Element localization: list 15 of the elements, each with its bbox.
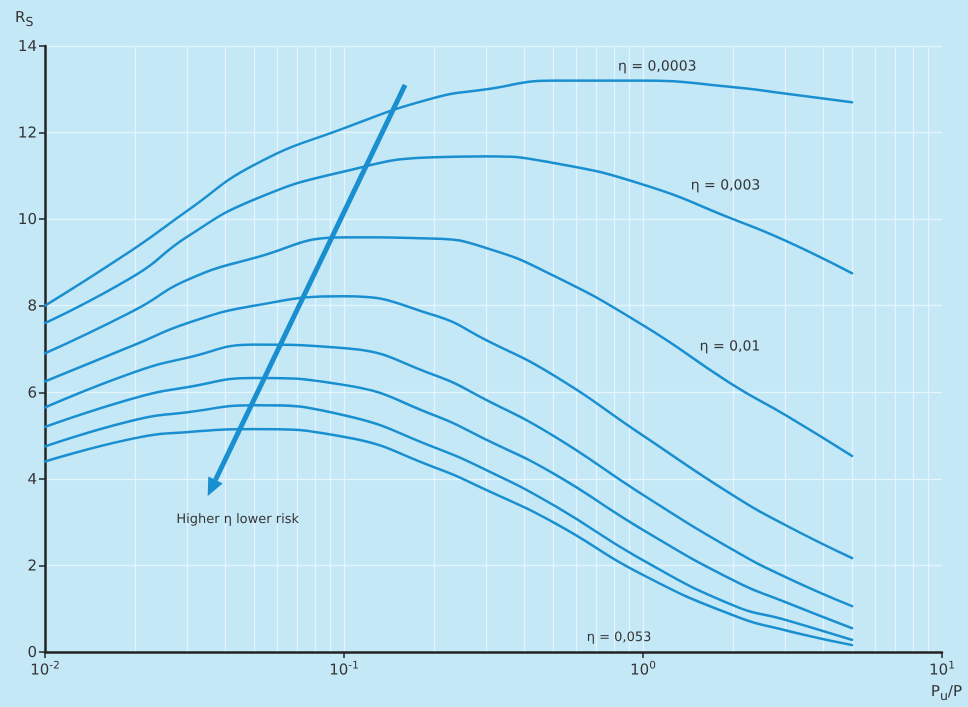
annotation: η = 0,01: [700, 338, 760, 354]
x-axis-title: P$_{u}$/P: [930, 682, 962, 705]
y-axis-title: R$_{S}$: [15, 8, 34, 31]
annotation: η = 0,003: [690, 178, 760, 194]
y-tick-label: 8: [27, 296, 37, 315]
annotation: η = 0,0003: [618, 58, 697, 75]
y-tick-label: 0: [27, 643, 37, 661]
y-tick-label: 4: [27, 470, 37, 488]
y-tick-label: 10: [18, 210, 37, 228]
y-tick-label: 2: [27, 556, 37, 574]
y-tick-label: 12: [18, 124, 37, 142]
annotation: Higher η lower risk: [176, 512, 300, 528]
y-tick-label: 14: [18, 37, 37, 55]
y-tick-label: 6: [27, 383, 37, 402]
annotation: η = 0,053: [586, 630, 652, 645]
